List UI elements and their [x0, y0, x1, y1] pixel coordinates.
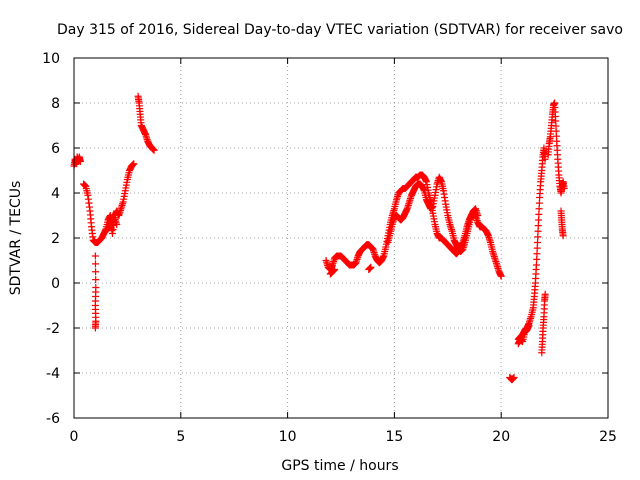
y-tick-label: -6 [46, 411, 60, 427]
data-point [367, 263, 375, 271]
data-point [150, 146, 158, 154]
chart-title: Day 315 of 2016, Sidereal Day-to-day VTE… [57, 22, 623, 38]
data-point [91, 252, 99, 260]
y-tick-label: 4 [51, 186, 60, 202]
data-point [560, 185, 568, 192]
data-point [76, 158, 84, 165]
data-point [91, 260, 99, 268]
y-tick-label: 6 [51, 141, 60, 157]
data-point [541, 290, 549, 298]
y-tick-label: 8 [51, 96, 60, 112]
y-tick-label: 0 [51, 276, 60, 292]
y-tick-labels: -6 -4 -2 0 2 4 6 8 10 [42, 51, 60, 427]
axis-ticks [73, 57, 609, 419]
data-point [92, 268, 100, 276]
data-point [331, 266, 339, 273]
data-point [130, 160, 138, 168]
data-point [541, 155, 549, 163]
data-points [70, 92, 568, 384]
x-axis-label: GPS time / hours [281, 458, 398, 474]
data-point [510, 374, 518, 381]
data-point [559, 232, 567, 240]
x-tick-label: 10 [279, 429, 297, 445]
x-tick-labels: 0 5 10 15 20 25 [70, 429, 617, 445]
data-point [91, 324, 99, 332]
x-tick-label: 0 [70, 429, 79, 445]
y-tick-label: -4 [46, 366, 60, 382]
y-tick-label: -2 [46, 321, 60, 337]
y-tick-label: 10 [42, 51, 60, 67]
x-tick-label: 5 [176, 429, 185, 445]
data-point [474, 212, 482, 219]
data-point [113, 221, 121, 228]
x-tick-label: 15 [385, 429, 403, 445]
x-tick-label: 25 [599, 429, 617, 445]
y-tick-label: 2 [51, 231, 60, 247]
gridlines [74, 58, 608, 418]
data-point [92, 276, 100, 284]
x-tick-label: 20 [492, 429, 510, 445]
data-point [525, 322, 533, 330]
y-axis-label: SDTVAR / TECUs [8, 181, 24, 296]
data-point [497, 272, 505, 280]
